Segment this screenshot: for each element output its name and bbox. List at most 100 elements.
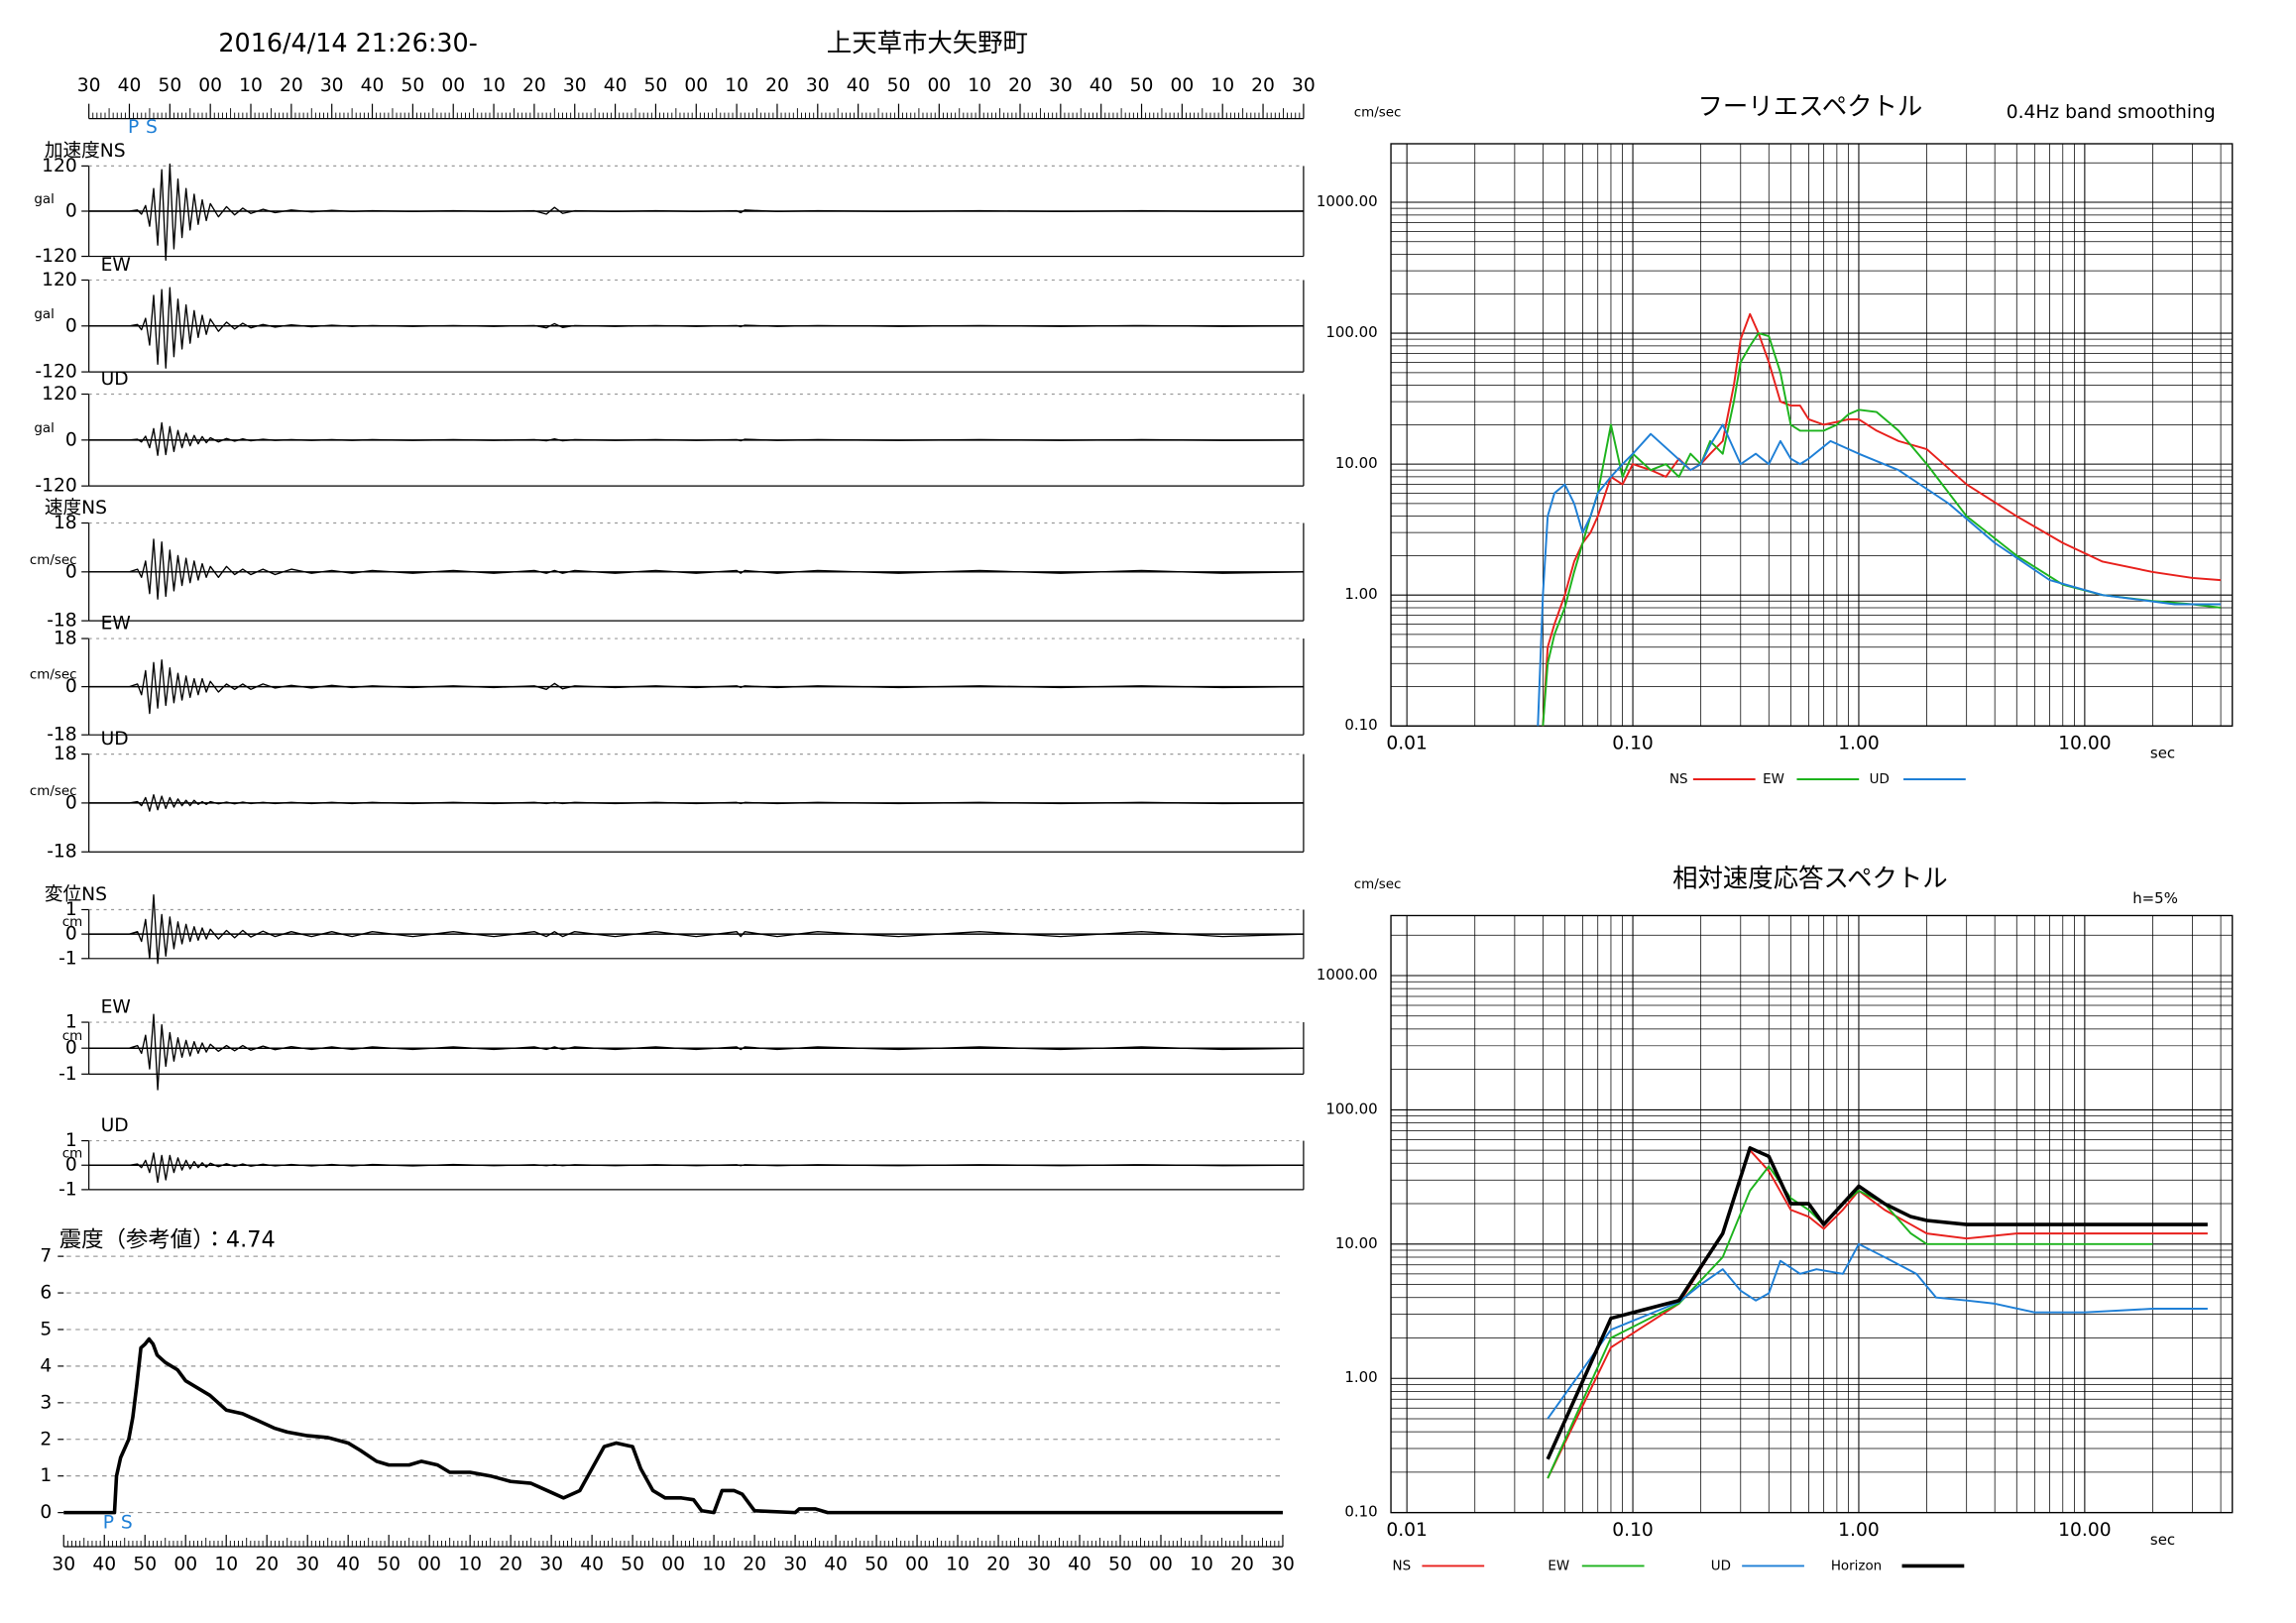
y-tick-label: -18 bbox=[47, 611, 76, 632]
legend-label: UD bbox=[1870, 772, 1890, 787]
x-tick-label: 00 bbox=[1170, 75, 1194, 96]
phase-label: S bbox=[121, 1513, 133, 1534]
x-tick-label: 40 bbox=[361, 75, 385, 96]
y-tick-label: -1 bbox=[58, 948, 77, 969]
y-axis-label: cm/sec bbox=[1354, 106, 1402, 121]
x-tick-label: 40 bbox=[118, 75, 142, 96]
x-tick-label: 40 bbox=[580, 1554, 604, 1574]
legend-label: EW bbox=[1548, 1559, 1569, 1573]
y-tick-label: 100.00 bbox=[1325, 1100, 1377, 1117]
x-tick-label: 10.00 bbox=[2058, 734, 2111, 754]
waveform-trace bbox=[88, 538, 1304, 600]
x-tick-label: 10 bbox=[239, 75, 263, 96]
x-tick-label: 00 bbox=[173, 1554, 197, 1574]
y-tick-label: 1 bbox=[40, 1465, 52, 1486]
waveform-trace bbox=[88, 163, 1304, 262]
panel-unit: cm bbox=[62, 1029, 82, 1044]
x-tick-label: 0.01 bbox=[1386, 1520, 1428, 1541]
x-tick-label: 00 bbox=[1149, 1554, 1173, 1574]
x-tick-label: 40 bbox=[847, 75, 870, 96]
x-axis-label: sec bbox=[2150, 745, 2175, 762]
panel-unit: gal bbox=[34, 192, 55, 207]
x-axis-label: sec bbox=[2150, 1531, 2175, 1549]
x-tick-label: 20 bbox=[280, 75, 303, 96]
x-tick-label: 30 bbox=[783, 1554, 807, 1574]
y-tick-label: 0 bbox=[65, 561, 77, 582]
chart-subtitle: 0.4Hz band smoothing bbox=[2007, 102, 2216, 123]
panel-label: EW bbox=[101, 614, 131, 635]
y-tick-label: -18 bbox=[47, 725, 76, 746]
y-tick-label: -120 bbox=[35, 476, 76, 497]
legend-label: NS bbox=[1393, 1559, 1412, 1573]
y-tick-label: 3 bbox=[40, 1392, 52, 1413]
y-tick-label: 120 bbox=[42, 156, 77, 176]
x-tick-label: 10.00 bbox=[2058, 1520, 2111, 1541]
x-tick-label: 00 bbox=[905, 1554, 929, 1574]
y-tick-label: 0.10 bbox=[1344, 716, 1377, 734]
y-tick-label: 0 bbox=[65, 200, 77, 221]
x-tick-label: 00 bbox=[684, 75, 708, 96]
x-tick-label: 50 bbox=[864, 1554, 888, 1574]
x-tick-label: 20 bbox=[499, 1554, 522, 1574]
y-tick-label: 1 bbox=[65, 1012, 77, 1033]
y-tick-label: 0 bbox=[65, 315, 77, 336]
panel-label: EW bbox=[101, 255, 131, 276]
spectrum-line bbox=[1537, 423, 2222, 727]
x-tick-label: 10 bbox=[725, 75, 748, 96]
y-tick-label: 18 bbox=[54, 744, 77, 764]
x-tick-label: 30 bbox=[1271, 1554, 1295, 1574]
phase-label: S bbox=[146, 117, 158, 138]
x-tick-label: 50 bbox=[644, 75, 668, 96]
y-tick-label: 0 bbox=[65, 792, 77, 813]
station-name: 上天草市大矢野町 bbox=[827, 28, 1028, 58]
x-tick-label: 30 bbox=[539, 1554, 563, 1574]
x-tick-label: 0.10 bbox=[1612, 734, 1654, 754]
y-tick-label: 1 bbox=[65, 1130, 77, 1151]
legend-label: EW bbox=[1763, 772, 1784, 787]
y-tick-label: 0 bbox=[65, 429, 77, 450]
x-tick-label: 20 bbox=[743, 1554, 766, 1574]
x-tick-label: 20 bbox=[986, 1554, 1010, 1574]
waveform-trace bbox=[88, 1013, 1304, 1091]
x-tick-label: 00 bbox=[417, 1554, 441, 1574]
x-tick-label: 00 bbox=[927, 75, 951, 96]
x-tick-label: 10 bbox=[1210, 75, 1234, 96]
spectrum-line bbox=[1542, 312, 2222, 727]
y-tick-label: 120 bbox=[42, 384, 77, 405]
y-tick-label: 1000.00 bbox=[1317, 966, 1378, 984]
legend-label: Horizon bbox=[1831, 1559, 1882, 1573]
x-tick-label: 30 bbox=[1027, 1554, 1051, 1574]
panel-label: 加速度NS bbox=[45, 141, 126, 162]
x-tick-label: 30 bbox=[77, 75, 101, 96]
x-tick-label: 30 bbox=[52, 1554, 75, 1574]
x-tick-label: 40 bbox=[336, 1554, 360, 1574]
phase-label: P bbox=[103, 1513, 114, 1534]
x-tick-label: 50 bbox=[887, 75, 911, 96]
panel-unit: cm/sec bbox=[30, 784, 77, 799]
waveform-trace bbox=[88, 658, 1304, 715]
x-tick-label: 40 bbox=[92, 1554, 116, 1574]
waveform-trace bbox=[88, 894, 1304, 965]
y-tick-label: 1.00 bbox=[1344, 585, 1377, 603]
waveform-trace bbox=[88, 287, 1304, 369]
waveform-trace bbox=[88, 1152, 1304, 1184]
x-tick-label: 0.01 bbox=[1386, 734, 1428, 754]
x-tick-label: 50 bbox=[1108, 1554, 1132, 1574]
y-tick-label: 1 bbox=[65, 899, 77, 920]
y-tick-label: 120 bbox=[42, 270, 77, 290]
y-tick-label: 7 bbox=[40, 1246, 52, 1267]
y-tick-label: 2 bbox=[40, 1429, 52, 1449]
intensity-title: 震度（参考値）：4.74 bbox=[59, 1226, 276, 1252]
x-tick-label: 30 bbox=[1292, 75, 1316, 96]
y-tick-label: 5 bbox=[40, 1319, 52, 1339]
x-tick-label: 1.00 bbox=[1838, 1520, 1880, 1541]
panel-unit: gal bbox=[34, 307, 55, 322]
y-tick-label: 10.00 bbox=[1335, 1234, 1378, 1252]
record-datetime: 2016/4/14 21:26:30- bbox=[218, 28, 477, 58]
y-tick-label: 4 bbox=[40, 1355, 52, 1376]
spectrum-line bbox=[1547, 1242, 2208, 1420]
x-tick-label: 40 bbox=[824, 1554, 848, 1574]
y-tick-label: 0 bbox=[40, 1502, 52, 1523]
intensity-title-text: 震度（参考値）： bbox=[59, 1226, 226, 1252]
